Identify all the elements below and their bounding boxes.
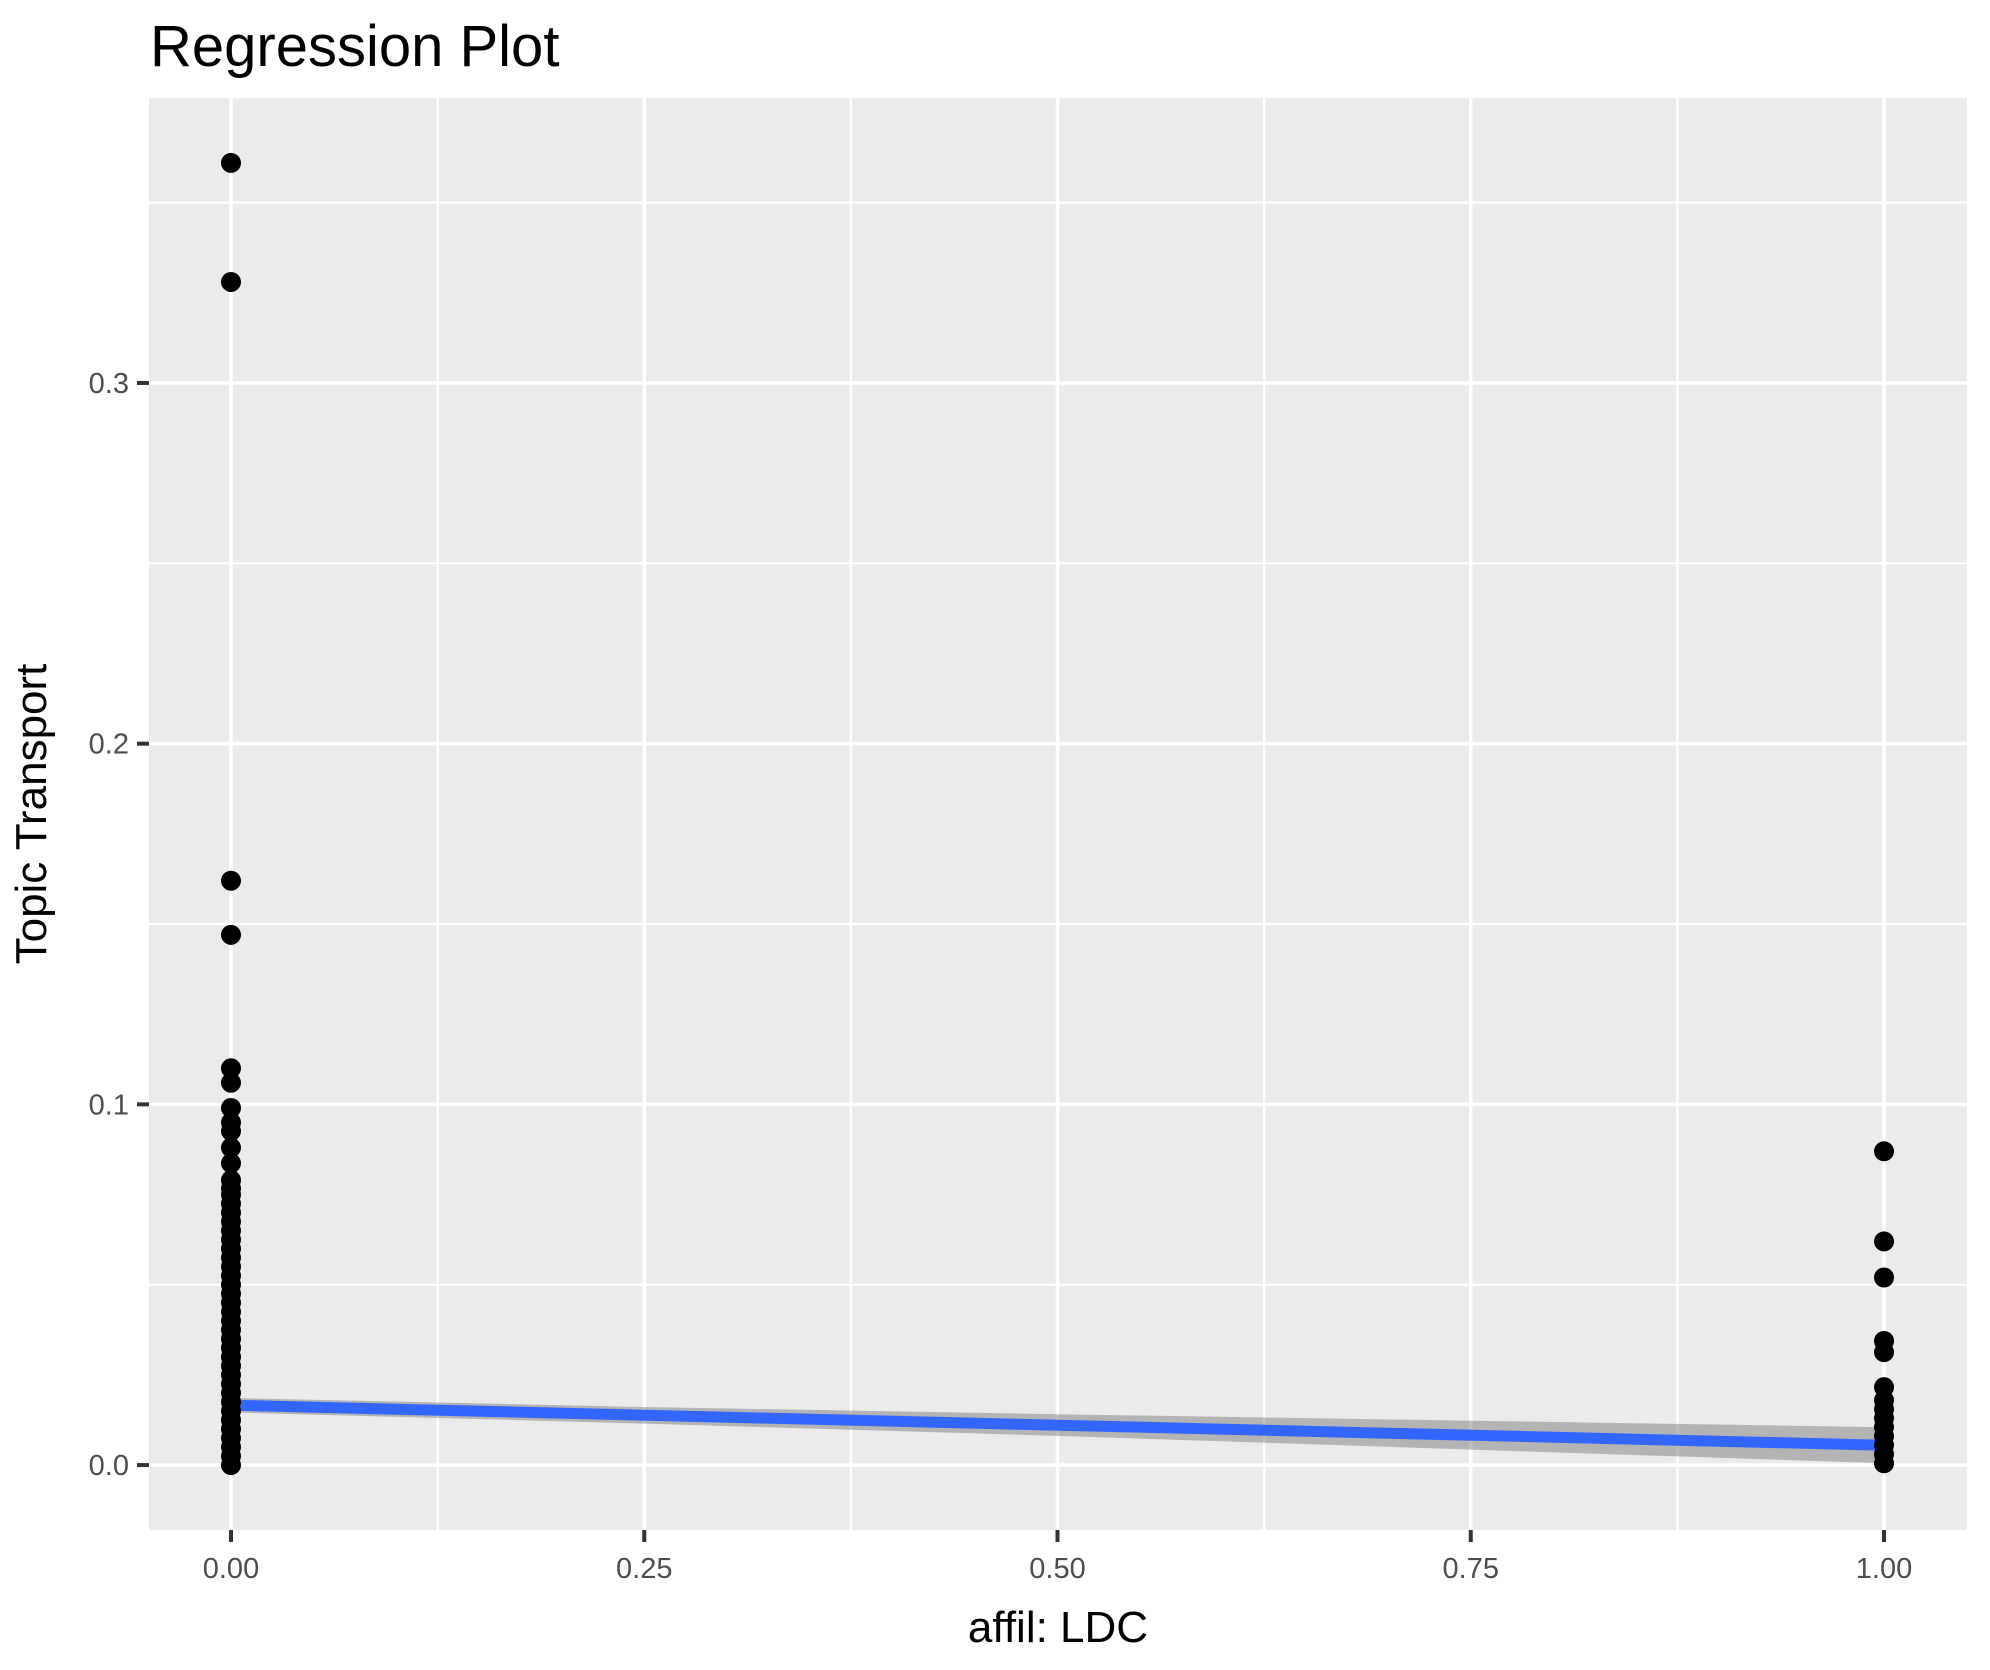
data-point bbox=[220, 1097, 241, 1118]
data-point bbox=[220, 924, 241, 945]
x-axis-title: affil: LDC bbox=[968, 1603, 1148, 1652]
data-point bbox=[1874, 1453, 1895, 1474]
y-tick-label: 0.2 bbox=[89, 729, 129, 761]
x-tick-label: 0.25 bbox=[616, 1553, 672, 1585]
data-point bbox=[1874, 1141, 1895, 1162]
data-point bbox=[220, 1455, 241, 1476]
x-tick-label: 0.00 bbox=[203, 1553, 259, 1585]
y-axis-title: Topic Transport bbox=[7, 664, 56, 965]
data-point bbox=[220, 1121, 241, 1142]
y-tick-label: 0.1 bbox=[89, 1089, 129, 1121]
data-point bbox=[220, 1058, 241, 1079]
y-tick-label: 0.0 bbox=[89, 1450, 129, 1482]
data-point bbox=[220, 1153, 241, 1174]
data-point bbox=[220, 152, 241, 173]
gridlines-major bbox=[149, 98, 1967, 1530]
axis-tick-labels: 0.00 0.25 0.50 0.75 1.00 0.0 0.1 0.2 0.3 bbox=[89, 368, 1913, 1585]
data-point bbox=[220, 271, 241, 292]
data-point bbox=[220, 1072, 241, 1093]
x-tick-label: 0.75 bbox=[1443, 1553, 1499, 1585]
plot-title: Regression Plot bbox=[150, 14, 559, 79]
data-point bbox=[220, 1137, 241, 1158]
y-tick-label: 0.3 bbox=[89, 368, 129, 400]
x-tick-label: 1.00 bbox=[1856, 1553, 1912, 1585]
regression-line bbox=[230, 1399, 1885, 1451]
axis-tick-marks bbox=[137, 380, 1887, 1542]
data-point bbox=[1874, 1267, 1895, 1288]
data-point bbox=[220, 870, 241, 891]
x-tick-label: 0.50 bbox=[1029, 1553, 1085, 1585]
data-point bbox=[1874, 1342, 1895, 1363]
scatter-points bbox=[220, 152, 1895, 1476]
data-point bbox=[1874, 1231, 1895, 1252]
